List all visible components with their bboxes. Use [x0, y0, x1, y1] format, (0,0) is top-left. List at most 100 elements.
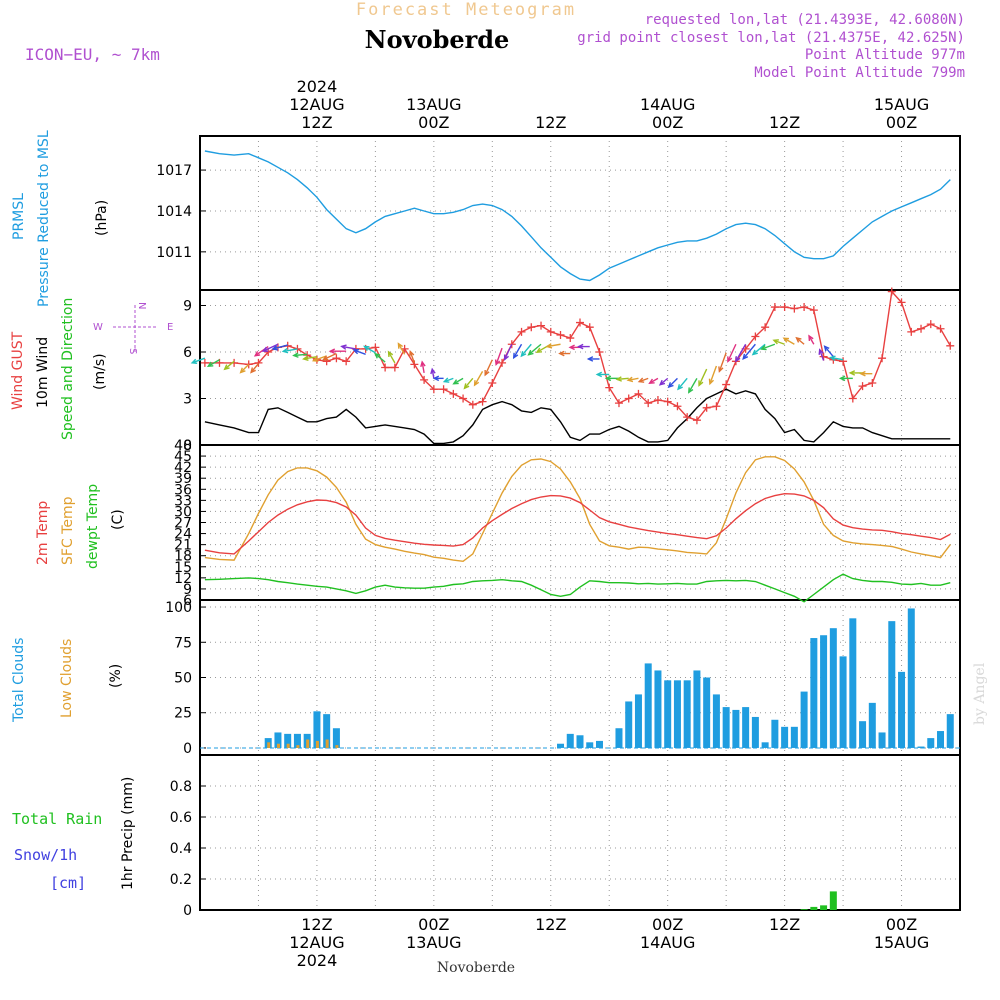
wind-direction-arrow — [453, 377, 464, 385]
clouds-ytick-label: 25 — [174, 706, 192, 722]
gust-marker — [420, 375, 429, 384]
bottom-time-hour: 12Z — [769, 915, 800, 934]
gust-marker — [790, 304, 799, 313]
gust-marker — [663, 397, 672, 406]
gust-marker — [546, 327, 555, 336]
total-cloud-bar — [722, 707, 730, 748]
gust-marker — [839, 357, 848, 366]
total-cloud-bar — [703, 677, 711, 748]
wind-arrow-head — [727, 356, 733, 363]
wind-direction-arrow — [421, 361, 425, 374]
total-cloud-bar — [771, 719, 779, 748]
clouds-ytick-label: 50 — [174, 671, 192, 687]
credit-watermark: by Angel — [972, 662, 988, 725]
pressure-line — [204, 150, 951, 282]
temp-ytick-label: 42 — [174, 460, 192, 476]
gust-marker — [459, 394, 468, 403]
wind-arrow-head — [527, 349, 534, 356]
gust-marker — [342, 357, 351, 366]
pressure-label-2: Pressure Reduced to MSL — [36, 130, 52, 307]
bottom-time-date: 13AUG — [406, 933, 461, 952]
wind-arrow-head — [190, 358, 198, 365]
total-cloud-bar — [313, 711, 321, 748]
wind-arrow-head — [568, 344, 575, 351]
gust-marker — [624, 394, 633, 403]
wind-arrow-head — [751, 349, 758, 356]
wind-direction-arrow — [709, 365, 718, 384]
bottom-time-hour: 00Z — [886, 915, 917, 934]
wind-ytick-label: 0 — [183, 438, 192, 454]
time-label-hour: 12Z — [301, 113, 332, 132]
low-cloud-bar — [276, 743, 280, 748]
total-cloud-bar — [732, 709, 740, 748]
temp-ytick-label: 6 — [183, 593, 192, 609]
total-clouds-label: Total Clouds — [11, 638, 27, 723]
snow-unit: [cm] — [50, 874, 86, 892]
wind-arrow-head — [239, 367, 246, 374]
temp-ytick-label: 21 — [174, 538, 192, 554]
wind-arrow-head — [848, 370, 856, 376]
total-cloud-bar — [781, 726, 789, 748]
wind-arrow-head — [473, 380, 480, 387]
precip-unit: 1hr Precip (mm) — [120, 777, 136, 890]
wind-arrow-head — [604, 375, 612, 382]
temp-ytick-label: 36 — [174, 482, 192, 498]
gust-marker — [478, 397, 487, 406]
wind-direction-arrow — [283, 348, 298, 353]
temp-ytick-label: 12 — [174, 571, 192, 587]
total-cloud-bar — [634, 694, 642, 748]
wind-direction-arrow — [303, 355, 318, 360]
wind-arrow-head — [577, 343, 584, 350]
total-cloud-bar — [878, 732, 886, 748]
clouds-ytick-label: 100 — [165, 600, 192, 616]
gust-marker — [595, 348, 604, 356]
low-cloud-bar — [306, 739, 310, 748]
time-label-hour: 00Z — [652, 113, 683, 132]
total-cloud-bar — [557, 743, 565, 748]
gust-marker — [770, 303, 779, 312]
wind-direction-arrow — [504, 343, 513, 360]
rain-bar — [820, 905, 828, 910]
clouds-ytick-label: 75 — [174, 635, 192, 651]
total-cloud-bar — [849, 618, 857, 748]
total-cloud-bar — [761, 742, 769, 748]
wind-arrow-head — [311, 356, 319, 362]
wind-direction-arrow — [463, 377, 474, 389]
gust-marker — [868, 379, 877, 387]
model-altitude: Model Point Altitude 799m — [754, 65, 965, 81]
gust-marker — [809, 306, 818, 315]
pressure-label-1: PRMSL — [11, 193, 27, 240]
total-cloud-bar — [917, 746, 925, 748]
rain-bar — [810, 906, 818, 910]
total-cloud-bar — [673, 680, 681, 748]
wind-arrow-head — [688, 387, 694, 394]
precip-frame — [199, 754, 961, 911]
model-label: ICON−EU, ~ 7km — [25, 45, 160, 64]
wind-arrow-head — [340, 344, 347, 350]
gust-marker — [692, 416, 701, 425]
wind-arrow-head — [420, 360, 426, 367]
total-cloud-bar — [586, 742, 594, 748]
wind-direction-arrow — [495, 347, 503, 365]
rain-bar — [829, 891, 837, 910]
wind-ytick-label: 3 — [183, 392, 192, 408]
gust-marker — [429, 385, 438, 394]
banner-title: Forecast Meteogram — [356, 0, 576, 20]
dewpt-label: dewpt Temp — [85, 484, 101, 569]
gust-marker — [614, 399, 623, 408]
compass-w: W — [93, 322, 103, 333]
total-cloud-bar — [293, 733, 301, 748]
direction-label: Speed and Direction — [60, 298, 76, 440]
wind-arrow-head — [795, 336, 802, 343]
wind-direction-arrow — [677, 377, 688, 390]
gust-marker — [332, 354, 341, 363]
gust-marker — [566, 334, 575, 343]
rain-label: Total Rain — [12, 810, 102, 828]
total-cloud-bar — [654, 670, 662, 748]
temp-ytick-label: 48 — [174, 438, 192, 454]
gust-marker — [634, 389, 643, 398]
wind-direction-arrow — [313, 355, 327, 362]
wind-direction-arrow — [387, 351, 396, 364]
wind-arrow-head — [302, 355, 309, 362]
